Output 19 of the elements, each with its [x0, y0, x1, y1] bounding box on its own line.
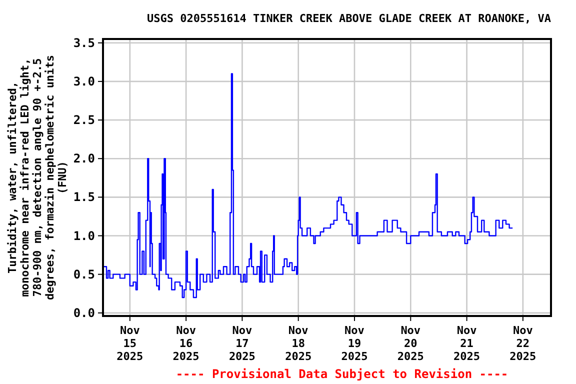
y-tick-label: 0.0	[73, 306, 95, 320]
y-tick-label: 2.0	[73, 152, 95, 166]
x-tick-label: Nov 16 2025	[172, 324, 200, 363]
y-tick-label: 1.5	[73, 190, 95, 204]
y-tick-label: 2.5	[73, 113, 95, 128]
y-tick-label: 3.0	[73, 74, 95, 88]
y-axis-title: Turbidity, water, unfiltered, monochrome near infra-red LED light, 780-900 nm, detection angle 90 +-2.5 degrees, formazin nephelometric units (FNU)	[6, 54, 69, 300]
chart-title: USGS 0205551614 TINKER CREEK ABOVE GLADE CREEK AT ROANOKE, VA	[147, 12, 552, 25]
y-tick-label: 1.0	[73, 228, 95, 243]
x-tick-label: Nov 20 2025	[397, 324, 424, 363]
x-tick-label: Nov 22 2025	[510, 324, 536, 363]
x-tick-label: Nov 17 2025	[228, 324, 256, 363]
y-tick-label: 3.5	[73, 36, 95, 50]
x-tick-label: Nov 19 2025	[341, 324, 368, 363]
x-tick-label: Nov 15 2025	[116, 324, 144, 363]
x-tick-label: Nov 21 2025	[454, 324, 480, 363]
y-tick-label: 0.5	[73, 267, 95, 282]
text: ---- Provisional Data Subject to Revision ----	[176, 367, 508, 381]
x-tick-label: Nov 18 2025	[285, 324, 312, 363]
